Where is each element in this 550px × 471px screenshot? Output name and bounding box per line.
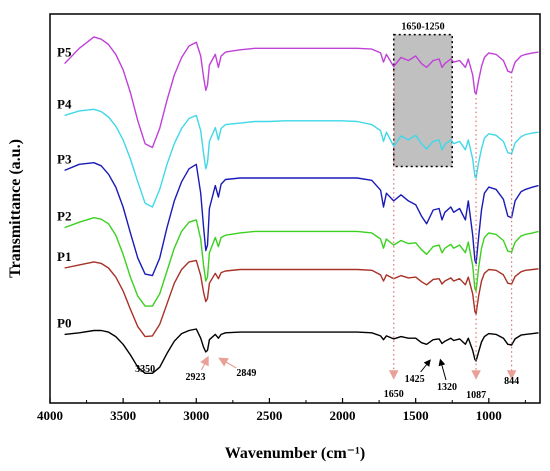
peak-label-1320: 1320 bbox=[437, 382, 457, 393]
peak-arrow-2923 bbox=[200, 355, 209, 371]
series-group bbox=[64, 36, 539, 374]
peak-label-1087: 1087 bbox=[466, 390, 486, 401]
series-label-p4: P4 bbox=[57, 96, 72, 111]
x-tick-label-2500: 2500 bbox=[256, 408, 282, 423]
plot-frame bbox=[49, 13, 541, 404]
series-line-p1 bbox=[64, 259, 539, 338]
marker-lines-group bbox=[388, 70, 517, 380]
peak-arrow-2849 bbox=[218, 357, 237, 369]
series-label-p5: P5 bbox=[57, 45, 72, 60]
peak-label-1425: 1425 bbox=[405, 374, 425, 385]
peak-label-844: 844 bbox=[504, 376, 519, 387]
series-line-p3 bbox=[64, 162, 539, 277]
y-axis-title: Transmittance (a.u.) bbox=[7, 139, 24, 278]
peak-label-2923: 2923 bbox=[186, 372, 206, 383]
series-labels-group: P5 P4 P3 P2 P1 P0 bbox=[57, 45, 72, 331]
x-tick-label-3500: 3500 bbox=[110, 408, 136, 423]
x-tick-label-3000: 3000 bbox=[183, 408, 209, 423]
series-line-p4 bbox=[64, 108, 539, 208]
x-tick-label-1500: 1500 bbox=[403, 408, 429, 423]
highlight-box-label: 1650-1250 bbox=[401, 22, 444, 33]
x-tick-label-1000: 1000 bbox=[476, 408, 502, 423]
series-line-p5 bbox=[64, 36, 539, 149]
series-line-p0 bbox=[64, 328, 539, 374]
peak-arrow-1320 bbox=[438, 358, 447, 381]
series-line-p2 bbox=[64, 217, 539, 307]
x-axis-title: Wavenumber (cm⁻¹) bbox=[225, 445, 365, 462]
peak-label-3350: 3350 bbox=[135, 364, 155, 375]
series-label-p3: P3 bbox=[57, 151, 72, 166]
peak-arrow-1425 bbox=[420, 359, 431, 373]
x-tick-label-2000: 2000 bbox=[330, 408, 356, 423]
series-label-p2: P2 bbox=[57, 209, 71, 224]
x-tick-label-4000: 4000 bbox=[37, 408, 63, 423]
series-label-p0: P0 bbox=[57, 315, 71, 330]
series-label-p1: P1 bbox=[57, 249, 71, 264]
x-axis: 4000 3500 3000 2500 2000 1500 1000 bbox=[37, 398, 526, 423]
peak-label-2849: 2849 bbox=[236, 368, 256, 379]
peak-label-1650: 1650 bbox=[384, 389, 404, 400]
